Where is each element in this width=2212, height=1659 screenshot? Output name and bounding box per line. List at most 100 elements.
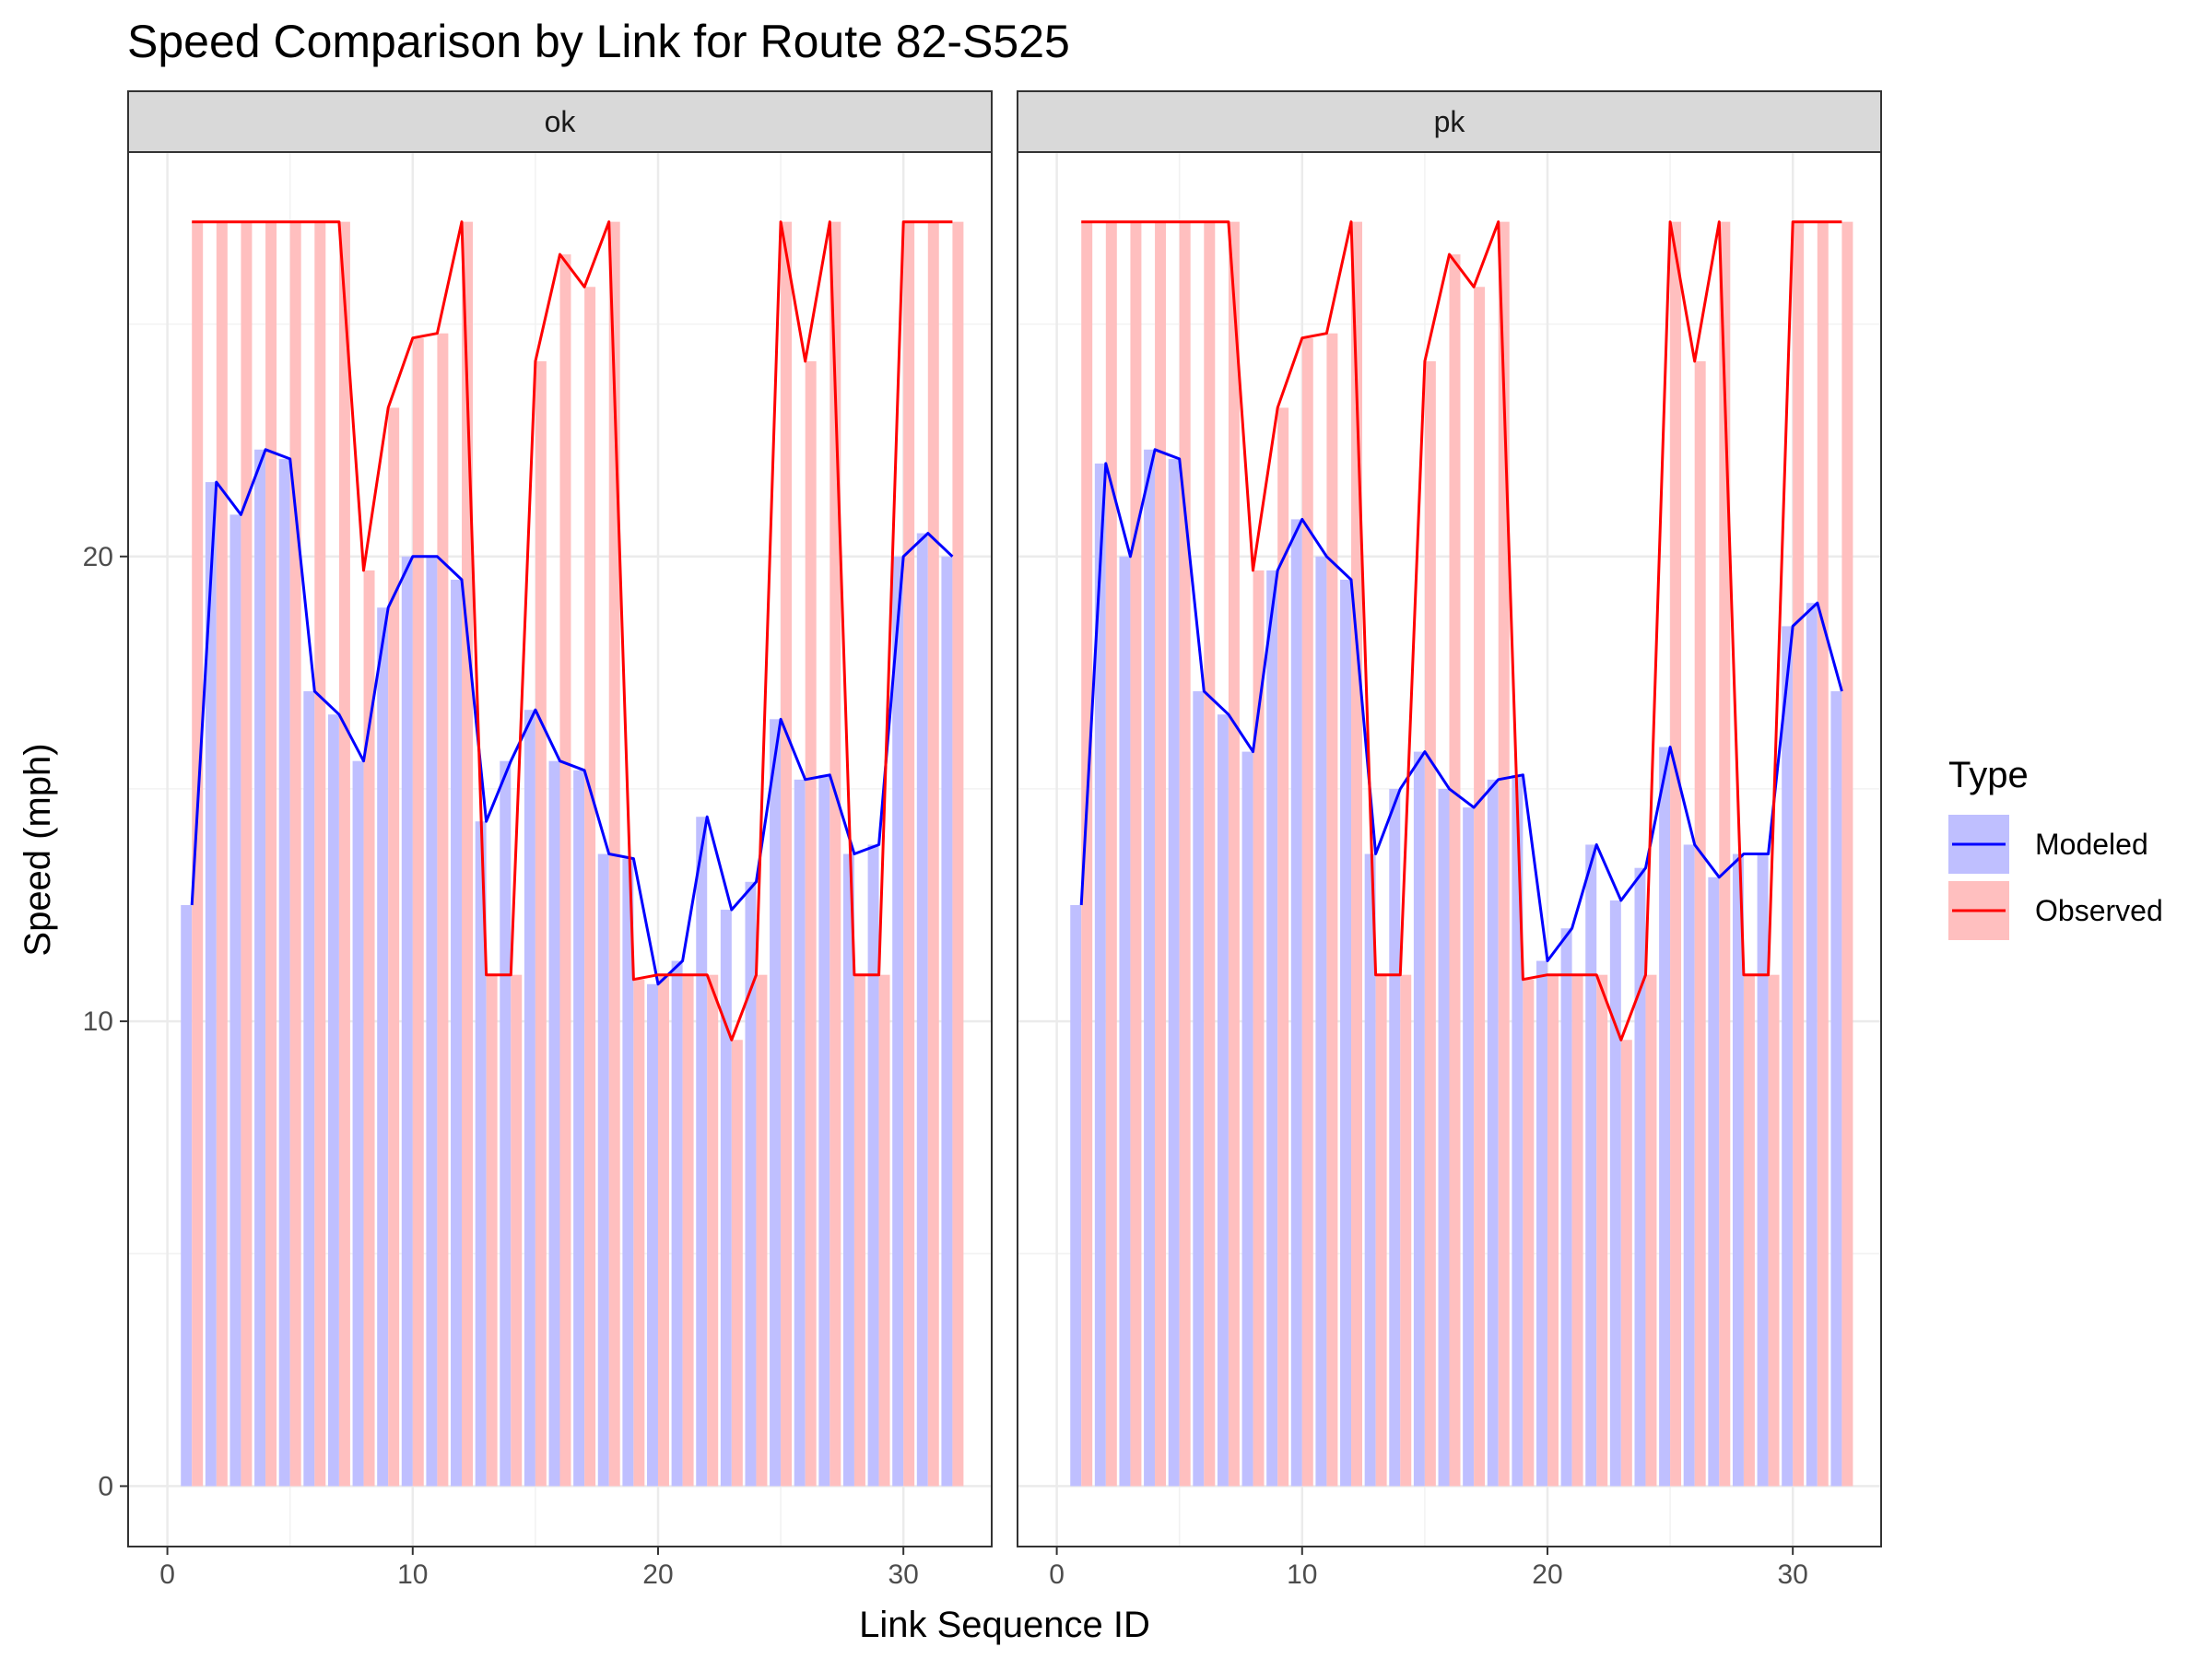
bar-observed [363,570,375,1487]
bar-modeled [1512,774,1524,1487]
bar-modeled [181,905,193,1487]
bar-modeled [1413,751,1425,1487]
bar-modeled [1463,807,1475,1487]
bar-modeled [1290,519,1302,1487]
bar-modeled [1732,853,1744,1487]
bar-modeled [916,533,928,1487]
bar-observed [289,221,301,1487]
bar-observed [952,221,964,1487]
bar-modeled [794,779,806,1487]
bar-modeled [377,607,389,1487]
legend: Type Modeled Observed [1948,755,2163,940]
legend-label-observed: Observed [2035,894,2163,927]
bar-modeled [1535,960,1547,1487]
bar-observed [462,221,474,1487]
bar-observed [1571,974,1583,1487]
bar-modeled [1806,603,1818,1487]
facet-strip-label: ok [545,105,577,138]
facet-strip-label: pk [1434,105,1466,138]
bar-observed [1326,333,1338,1487]
bar-observed [486,974,498,1487]
bar-observed [1400,974,1412,1487]
bar-modeled [1241,751,1253,1487]
bar-modeled [1144,449,1156,1487]
bar-observed [1694,360,1706,1487]
bar-observed [1253,570,1265,1487]
y-tick-label: 0 [98,1471,113,1501]
bar-observed [412,337,424,1487]
bar-observed [657,974,669,1487]
y-tick-label: 20 [83,542,113,572]
bar-observed [903,221,915,1487]
bar-observed [1596,974,1608,1487]
bar-observed [1523,979,1535,1487]
bar-modeled [1830,691,1842,1487]
bar-modeled [229,514,241,1487]
bar-observed [805,360,817,1487]
bar-observed [1179,221,1191,1487]
bar-modeled [770,719,782,1487]
bar-modeled [1340,579,1352,1487]
bar-observed [927,221,939,1487]
bar-observed [1228,221,1240,1487]
bar-modeled [1315,556,1327,1487]
bar-modeled [1609,900,1621,1487]
bar-modeled [622,858,634,1487]
bar-modeled [573,770,585,1487]
bar-observed [1793,221,1805,1487]
panel-pk: pk 0 10 20 30 [1017,90,1882,1590]
bar-observed [1449,253,1461,1487]
bar-modeled [646,983,658,1487]
bar-modeled [1560,928,1572,1487]
x-tick-label: 30 [1777,1559,1807,1590]
bar-observed [1547,974,1559,1487]
bar-modeled [1487,779,1499,1487]
bar-observed [1130,221,1142,1487]
bar-modeled [597,853,609,1487]
bar-observed [1670,221,1682,1487]
bar-modeled [818,774,830,1487]
bar-modeled [401,556,413,1487]
bar-modeled [1094,463,1106,1487]
bar-modeled [205,482,217,1487]
bar-modeled [842,853,854,1487]
bar-modeled [278,458,290,1487]
bar-modeled [892,556,904,1487]
bar-modeled [327,714,339,1487]
bar-modeled [1757,853,1769,1487]
x-tick-label: 10 [397,1559,428,1590]
line-modeled [1079,448,1843,962]
panel-border [127,151,993,1547]
bar-observed [559,253,571,1487]
bar-observed [830,221,841,1487]
line-modeled [190,448,954,986]
bar-observed [437,333,449,1487]
y-axis-title: Speed (mph) [18,743,58,956]
bar-observed [1498,221,1510,1487]
bar-modeled [720,910,732,1487]
bar-observed [853,974,865,1487]
bar-observed [1719,221,1731,1487]
panel-border [1017,151,1882,1547]
bar-observed [1375,974,1387,1487]
x-axis-title: Link Sequence ID [859,1605,1150,1645]
bar-modeled [1634,867,1646,1487]
bar-observed [584,287,596,1487]
bar-modeled [451,579,463,1487]
x-tick-label: 0 [159,1559,175,1590]
bar-modeled [671,960,683,1487]
x-tick-label: 30 [888,1559,918,1590]
bar-observed [707,974,719,1487]
bar-modeled [1266,570,1278,1487]
x-tick-label: 20 [642,1559,673,1590]
bar-observed [1817,221,1829,1487]
bar-modeled [696,817,708,1487]
chart-title: Speed Comparison by Link for Route 82-S5… [127,16,1070,67]
bar-observed [781,221,793,1487]
bar-observed [1743,974,1755,1487]
bar-modeled [1438,788,1450,1487]
y-tick-label: 10 [83,1006,113,1037]
bar-observed [241,221,253,1487]
bar-observed [731,1040,743,1487]
